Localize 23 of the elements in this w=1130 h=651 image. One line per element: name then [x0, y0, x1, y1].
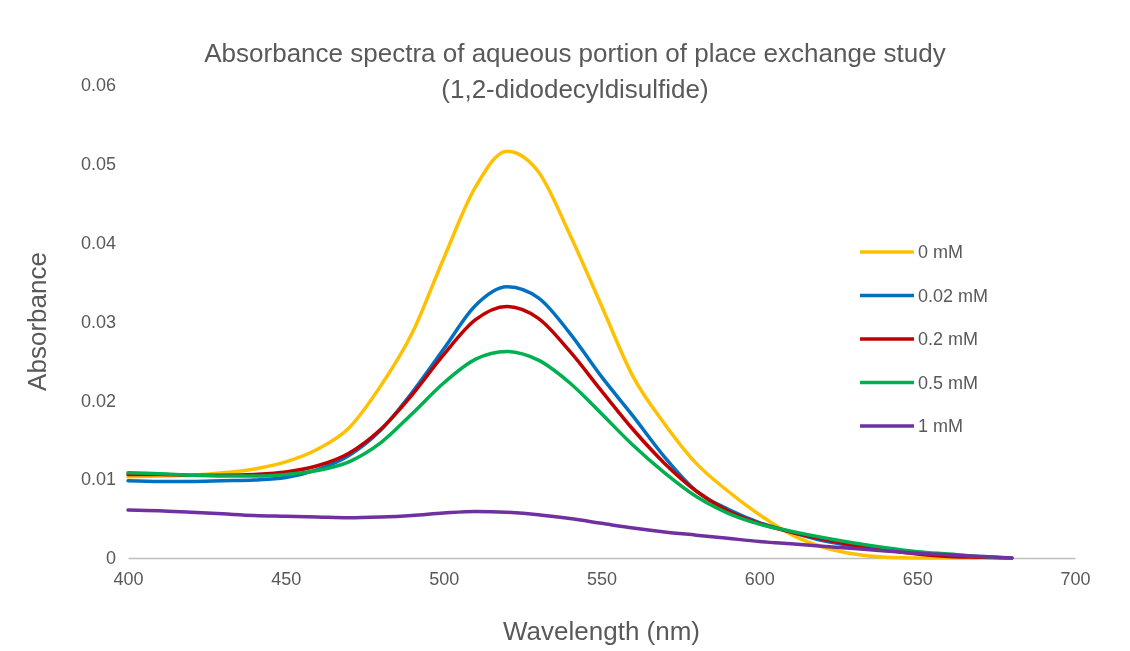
y-tick-label: 0.02: [80, 390, 116, 411]
legend-label: 0.02 mM: [918, 285, 989, 306]
y-tick-label: 0.06: [80, 75, 116, 96]
legend-label: 0.5 mM: [918, 372, 979, 393]
y-tick-label: 0.04: [80, 232, 116, 253]
line-series: [126, 508, 1014, 560]
x-tick-label: 450: [271, 568, 302, 589]
y-axis-title: Absorbance: [22, 252, 52, 391]
y-tick-label: 0.01: [80, 469, 116, 490]
x-tick-label: 600: [744, 568, 775, 589]
legend-label: 1 mM: [918, 416, 963, 436]
x-tick-label: 550: [586, 568, 618, 589]
legend-label: 0.2 mM: [918, 329, 979, 349]
chart-title: Absorbance spectra of aqueous portion of place exchange study (1,2-didodecyldisulfide): [204, 38, 946, 104]
x-tick-label: 400: [113, 568, 144, 589]
y-tick-label: 0: [105, 548, 116, 569]
x-tick-label: 500: [429, 568, 460, 589]
x-tick-label: 700: [1060, 568, 1091, 589]
x-tick-label: 650: [902, 568, 933, 589]
y-tick-label: 0.05: [80, 154, 116, 175]
legend-label: 0 mM: [918, 242, 963, 262]
y-tick-label: 0.03: [80, 311, 116, 332]
x-axis-title: Wavelength (nm): [503, 616, 700, 646]
